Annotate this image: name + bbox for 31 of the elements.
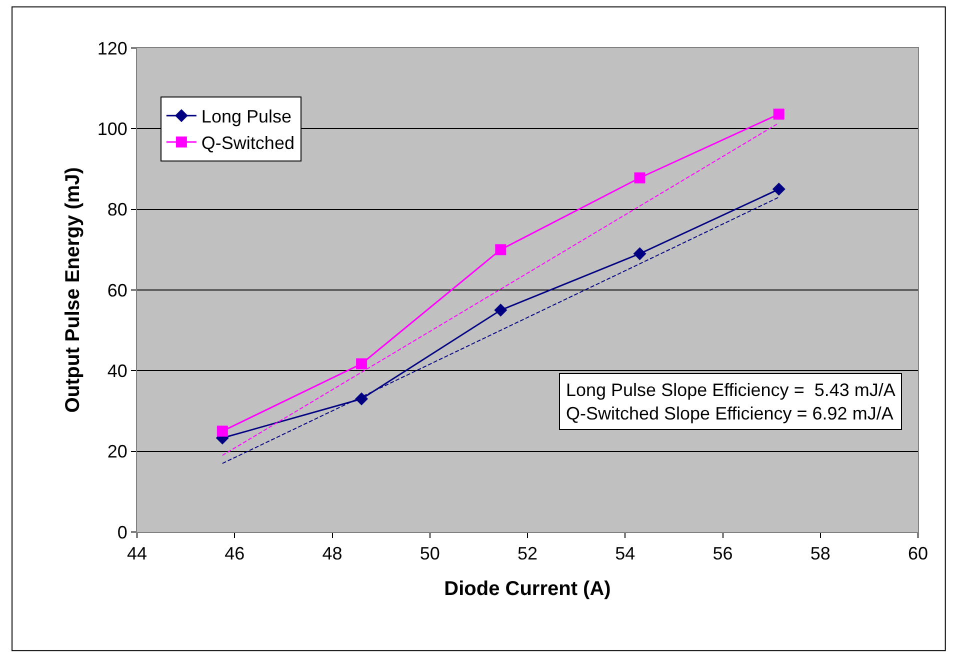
point: [772, 182, 786, 196]
x-tick-label: 58: [810, 544, 830, 564]
point: [633, 247, 646, 260]
point: [495, 244, 506, 256]
point: [634, 172, 646, 184]
x-tick-label: 48: [322, 544, 342, 564]
x-tick-label: 44: [126, 544, 148, 564]
x-axis-title: Diode Current (A): [444, 578, 611, 600]
annotation: Q-Switched Slope Efficiency = 6.92 mJ/A: [566, 403, 894, 424]
x-tick-label: 50: [420, 544, 440, 564]
y-tick-label: 120: [97, 38, 128, 58]
y-tick-label: 60: [107, 280, 128, 300]
point: [216, 426, 228, 437]
legend-label: Q-Switched: [201, 133, 294, 154]
y-tick-label: 40: [107, 360, 128, 381]
x-tick-label: 56: [712, 544, 733, 564]
point: [494, 304, 508, 317]
x-tick-label: 52: [517, 544, 538, 564]
y-tick-label: 20: [107, 442, 128, 462]
annotation: Long Pulse Slope Efficiency = 5.43 mJ/A: [566, 380, 896, 400]
point: [773, 108, 784, 120]
y-tick-label: 80: [107, 200, 128, 220]
y-tick-label: 100: [97, 118, 128, 139]
x-tick-label: 60: [908, 544, 928, 564]
y-tick-label: 0: [117, 522, 128, 542]
y-axis-title: Output Pulse Energy (mJ): [62, 167, 84, 413]
point: [356, 358, 368, 370]
x-tick-label: 46: [224, 544, 245, 564]
point: [355, 392, 368, 406]
x-tick-label: 54: [615, 544, 636, 564]
legend-label: Long Pulse: [201, 106, 292, 127]
